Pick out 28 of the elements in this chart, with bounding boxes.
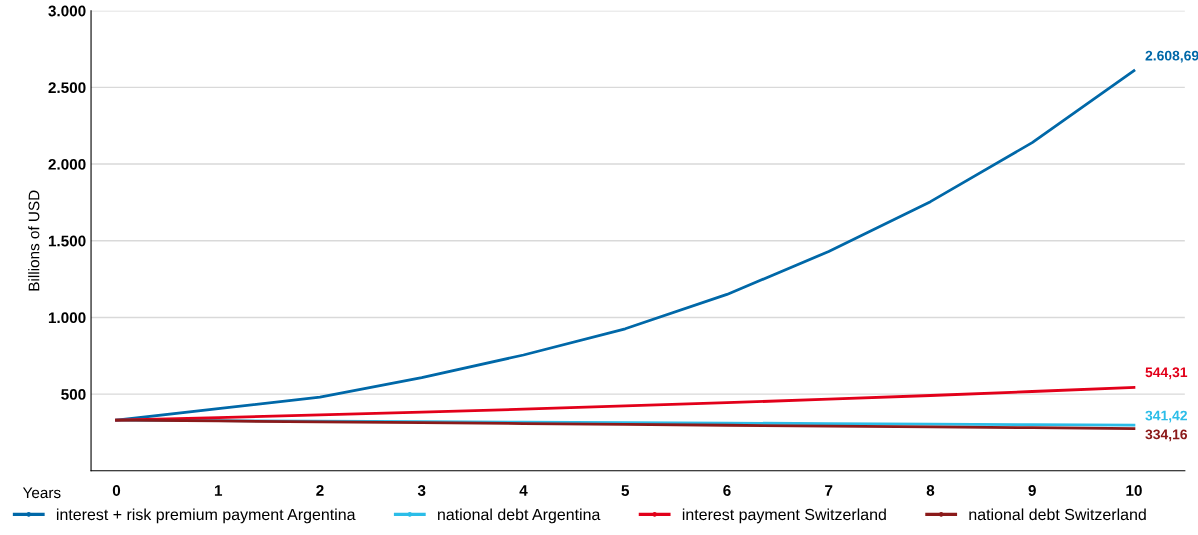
y-tick-label: 1.500 xyxy=(48,235,86,247)
x-tick-label: 8 xyxy=(926,485,935,496)
legend-label: national debt Argentina xyxy=(438,508,601,524)
x-tick-label: 1 xyxy=(214,485,223,496)
y-tick-label: 500 xyxy=(61,388,86,400)
x-tick-label: 4 xyxy=(519,485,528,496)
data-label: 2.608,69 xyxy=(1145,50,1198,63)
y-tick-label: 2.000 xyxy=(48,158,86,170)
x-tick-label: 0 xyxy=(112,485,121,496)
x-tick-label: 10 xyxy=(1126,485,1142,496)
x-tick-label: 7 xyxy=(825,485,833,496)
y-axis-title: Billions of USD xyxy=(28,190,40,291)
x-axis-title: Years xyxy=(22,487,61,499)
annotation: 341,42 xyxy=(1145,410,1187,423)
y-tick-label: 3.000 xyxy=(48,5,86,17)
line-series xyxy=(115,418,1136,431)
x-tick-label: 3 xyxy=(417,485,426,496)
legend-label: interest payment Switzerland xyxy=(682,508,886,524)
legend-label: national debt Switzerland xyxy=(969,508,1146,521)
x-tick-label: 6 xyxy=(723,485,731,496)
x-tick-label: 2 xyxy=(316,485,324,496)
data-label: 544,31 xyxy=(1145,367,1188,380)
annotation: 334,16 xyxy=(1145,429,1188,442)
y-tick-label: 1.000 xyxy=(48,312,86,324)
x-tick-label: 5 xyxy=(621,485,630,496)
legend-label: interest + risk premium payment Argentina xyxy=(56,508,356,524)
x-tick-label: 9 xyxy=(1028,485,1036,496)
y-tick-label: 2.500 xyxy=(48,82,86,94)
